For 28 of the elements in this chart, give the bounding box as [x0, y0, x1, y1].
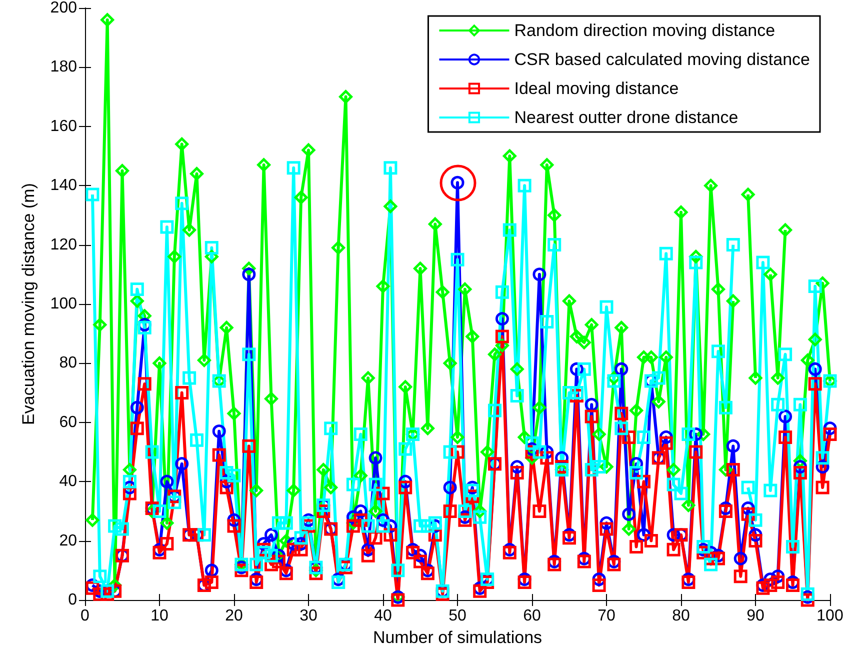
y-tick-label: 100 [50, 296, 78, 312]
x-tick-label: 40 [374, 608, 392, 624]
x-tick-label: 20 [225, 608, 243, 624]
legend-label: Random direction moving distance [514, 21, 776, 40]
x-tick-label: 80 [672, 608, 690, 624]
y-tick-label: 60 [59, 414, 78, 431]
x-tick-label: 100 [816, 608, 844, 624]
x-axis-title: Number of simulations [372, 628, 542, 647]
x-tick-label: 30 [300, 608, 318, 624]
legend-label: Ideal moving distance [514, 79, 679, 98]
y-tick-label: 0 [68, 592, 78, 608]
y-tick-label: 180 [50, 58, 78, 76]
x-tick-label: 0 [80, 608, 90, 624]
legend-label: CSR based calculated moving distance [514, 50, 810, 69]
y-tick-label: 160 [50, 118, 78, 135]
y-axis-title: Evacuation moving distance (m) [19, 183, 38, 425]
y-tick-label: 80 [59, 354, 78, 372]
x-tick-label: 90 [746, 608, 764, 624]
x-tick-label: 50 [448, 608, 466, 624]
x-tick-label: 70 [598, 608, 616, 624]
y-tick-label: 120 [50, 236, 78, 254]
y-tick-label: 140 [50, 177, 78, 194]
legend-label: Nearest outter drone distance [514, 108, 738, 127]
x-tick-label: 60 [523, 608, 541, 624]
y-tick-label: 20 [59, 532, 78, 550]
x-tick-label: 10 [150, 608, 168, 624]
y-tick-label: 200 [50, 0, 78, 16]
y-tick-label: 40 [59, 473, 78, 490]
